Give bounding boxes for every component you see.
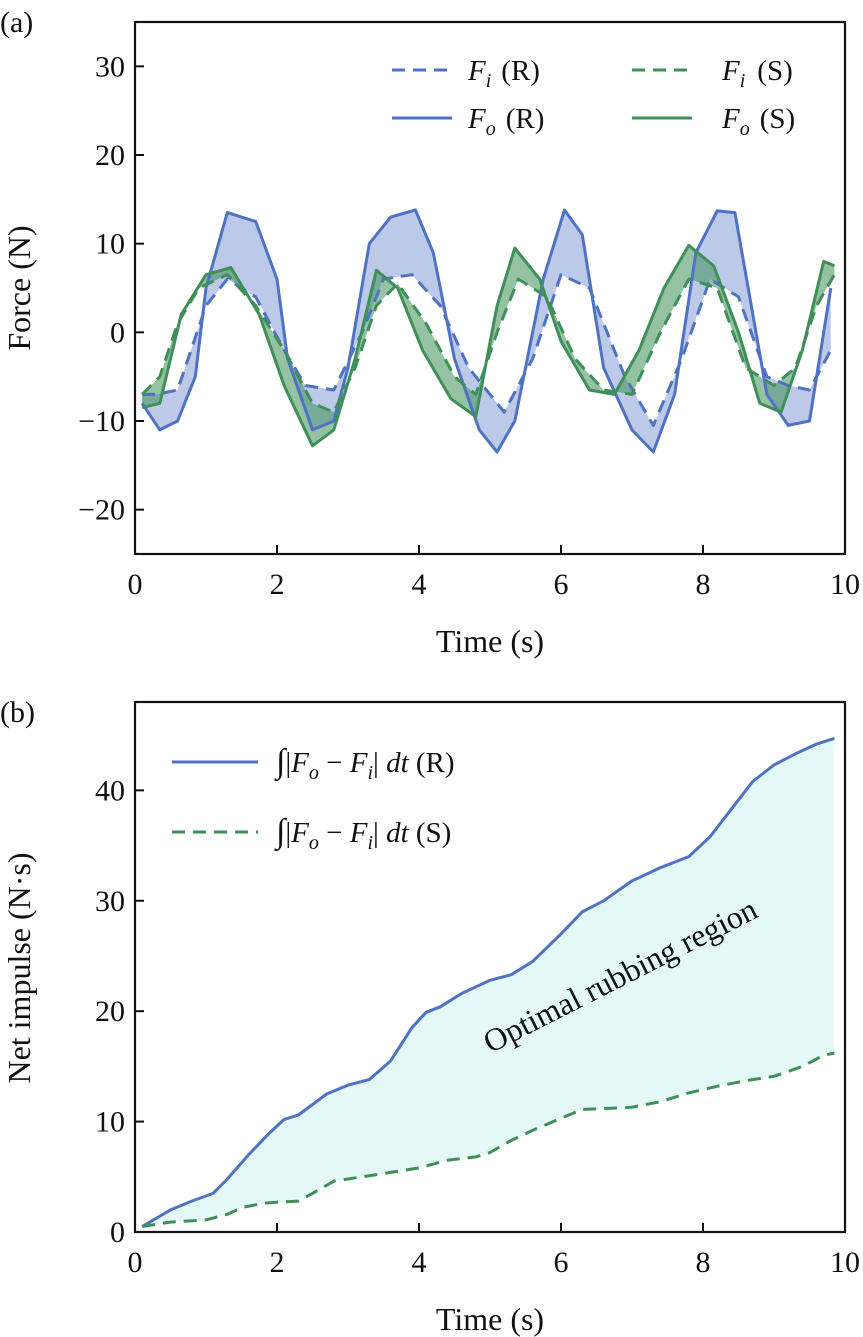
y-tick-label: 0	[110, 316, 125, 349]
panel-a-force-chart: (a) 0 2 4 6 8 10 −20 −10 0 10 20 30 Time (s) Force…	[0, 6, 860, 659]
force-series-lines	[140, 208, 836, 454]
panel-b-x-ticks: 0 2 4 6 8 10	[128, 1223, 860, 1279]
legend-label-fo-r: Fo (R)	[467, 103, 544, 140]
x-tick-label: 8	[696, 568, 711, 601]
panel-b-y-ticks: 0 10 20 30 40	[95, 774, 144, 1249]
x-tick-label: 4	[412, 568, 427, 601]
legend-label-fi-s: Fi (S)	[721, 55, 793, 92]
legend-label-fi-r: Fi (R)	[467, 55, 540, 92]
panel-a-y-ticks: −20 −10 0 10 20 30	[78, 50, 144, 527]
x-tick-label: 2	[270, 1246, 285, 1279]
panel-a-label: (a)	[0, 6, 33, 39]
panel-b-legend: ∫|Fo − Fi| dt (R) ∫|Fo − Fi| dt (S)	[172, 743, 455, 854]
series-line-imp-r	[141, 736, 835, 1228]
panel-b-label: (b)	[0, 696, 35, 729]
x-tick-label: 2	[270, 568, 285, 601]
fill-between-r	[142, 210, 831, 452]
series-line-fo-s	[141, 243, 835, 448]
y-tick-label: −20	[78, 494, 125, 527]
panel-b-x-axis-label: Time (s)	[436, 1301, 544, 1337]
y-tick-label: 10	[95, 1106, 125, 1139]
y-tick-label: 10	[95, 228, 125, 261]
y-tick-label: −10	[78, 405, 125, 438]
y-tick-label: 40	[95, 774, 125, 807]
panel-a-x-axis-label: Time (s)	[436, 623, 544, 659]
panel-b-impulse-chart: (b) 0 2 4 6 8 10 0 10 20 30 40 Time (s) Net impul…	[0, 696, 860, 1337]
panel-a-axes-frame	[133, 20, 847, 556]
x-tick-label: 6	[554, 568, 569, 601]
y-tick-label: 30	[95, 885, 125, 918]
legend-label-impulse-r: ∫|Fo − Fi| dt (R)	[274, 743, 455, 784]
y-tick-label: 20	[95, 995, 125, 1028]
legend-label-fo-s: Fo (S)	[721, 103, 795, 140]
panel-a-legend: Fi (R) Fo (R) Fi (S) Fo (S)	[392, 55, 795, 140]
x-tick-label: 0	[128, 1246, 143, 1279]
panel-b-y-axis-label: Net impulse (N·s)	[1, 852, 37, 1083]
x-tick-label: 8	[696, 1246, 711, 1279]
y-tick-label: 0	[110, 1216, 125, 1249]
panel-a-x-ticks: 0 2 4 6 8 10	[128, 545, 860, 601]
x-tick-label: 6	[554, 1246, 569, 1279]
impulse-series-lines	[141, 736, 835, 1228]
y-tick-label: 30	[95, 50, 125, 83]
x-tick-label: 10	[830, 1246, 860, 1279]
series-line-fi-s	[141, 273, 836, 414]
series-line-fi-r	[142, 273, 833, 427]
legend-label-impulse-s: ∫|Fo − Fi| dt (S)	[274, 813, 451, 854]
series-line-fo-r	[140, 208, 833, 454]
x-tick-label: 0	[128, 568, 143, 601]
panel-b-axes-frame	[133, 700, 847, 1234]
force-gap-fills	[142, 210, 835, 452]
x-tick-label: 10	[830, 568, 860, 601]
panel-a-y-axis-label: Force (N)	[1, 225, 37, 350]
y-tick-label: 20	[95, 139, 125, 172]
x-tick-label: 4	[412, 1246, 427, 1279]
